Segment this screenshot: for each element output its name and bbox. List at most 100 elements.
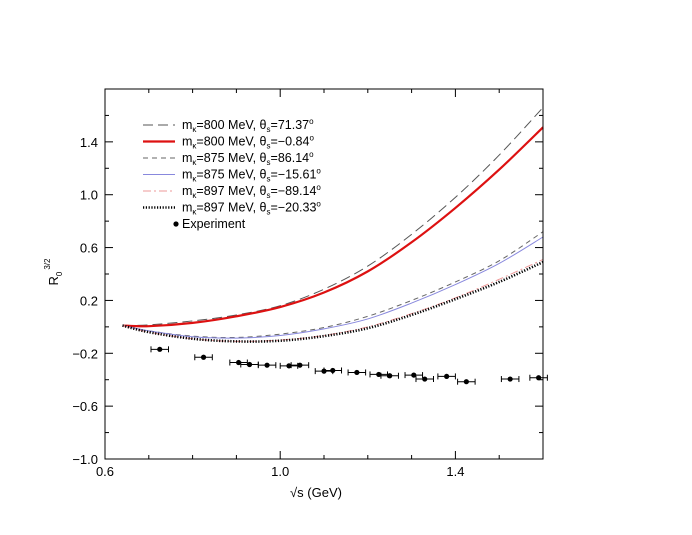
experiment-marker [376, 371, 382, 378]
experiment-point [457, 378, 476, 385]
legend-label-4: mκ=875 MeV, θs=−15.61o [182, 167, 321, 184]
experiment-point [380, 372, 399, 379]
y-tick-label: 1.4 [80, 135, 98, 150]
experiment-marker [286, 363, 292, 369]
legend-label-part: κ [192, 142, 197, 151]
legend-label-part: m [182, 201, 192, 215]
legend-label-part: m [182, 118, 192, 132]
experiment-marker [200, 354, 207, 360]
experiment-point [194, 354, 213, 361]
legend-label-1: mκ=800 MeV, θs=71.37o [182, 117, 314, 134]
legend-label-part: o [309, 117, 314, 126]
legend-label-part: κ [192, 208, 197, 217]
experiment-point [279, 362, 299, 369]
legend-label-part: m [182, 151, 192, 165]
experiment-point [415, 376, 434, 383]
series-line-4 [122, 236, 544, 339]
legend-swatch-experiment [173, 221, 179, 227]
experiment-marker [411, 372, 417, 378]
experiment-marker [536, 375, 542, 381]
experiment-point [529, 374, 548, 381]
legend-label-part: =800 MeV, θ [196, 135, 266, 149]
experiment-point [290, 362, 310, 369]
y-tick-label: 0.6 [80, 241, 98, 256]
y-axis-label: R03/2 [43, 258, 64, 286]
series-line-6 [122, 260, 544, 343]
axes: 0.6 1.0 1.4 −1.0 −0.6 −0.2 0.2 0.6 1.0 1.4 [72, 88, 544, 479]
legend-label-part: =800 MeV, θ [196, 118, 266, 132]
legend-label-part: κ [192, 175, 197, 184]
series-line-1 [122, 107, 544, 327]
legend-label-part: =875 MeV, θ [196, 168, 266, 182]
experiment-marker [463, 379, 469, 385]
experiment-marker [246, 361, 253, 368]
legend-label-part: =897 MeV, θ [196, 201, 266, 215]
experiment-point [347, 369, 367, 376]
y-axis-label-sup: 3/2 [43, 258, 52, 270]
x-tick-label: 0.6 [96, 464, 114, 479]
legend-label-part: o [316, 200, 321, 209]
legend-label-part: o [316, 183, 321, 192]
y-axis-label-base: R [46, 276, 61, 285]
experiment-marker [297, 362, 303, 368]
legend-label-part: s [267, 175, 271, 184]
experiment-points [150, 346, 548, 385]
legend-label-part: m [182, 135, 192, 149]
legend-label-part: s [267, 142, 271, 151]
legend-label-part: o [316, 167, 321, 176]
x-tick-label: 1.0 [271, 464, 289, 479]
legend-label-part: s [267, 125, 271, 134]
y-tick-label: 0.2 [80, 293, 98, 308]
legend-label-part: s [267, 158, 271, 167]
experiment-point [500, 376, 520, 383]
legend-label-part: m [182, 168, 192, 182]
legend-label-part: =897 MeV, θ [196, 184, 266, 198]
y-tick-label: 1.0 [80, 188, 98, 203]
legend-label-part: κ [192, 191, 197, 200]
experiment-marker [507, 376, 513, 382]
legend-label-part: o [309, 134, 314, 143]
x-tick-label: 1.4 [446, 464, 464, 479]
y-tick-label: −0.6 [72, 399, 98, 414]
legend-label-part: m [182, 184, 192, 198]
legend-label-part: =−15.61 [271, 168, 317, 182]
x-axis-label: √s (GeV) [290, 485, 342, 500]
experiment-marker [387, 373, 393, 379]
legend-label-part: κ [192, 125, 197, 134]
y-tick-label: −0.2 [72, 346, 98, 361]
legend-label-3: mκ=875 MeV, θs=86.14o [182, 150, 314, 167]
experiment-point [257, 362, 277, 369]
series-line-5 [122, 259, 544, 342]
experiment-marker [264, 362, 270, 368]
experiment-marker [354, 369, 360, 376]
experiment-marker [330, 367, 336, 374]
experiment-point [437, 373, 456, 380]
legend-label-part: =−20.33 [271, 201, 317, 215]
y-axis-label-sub: 0 [55, 271, 64, 276]
legend-label-part: =−0.84 [271, 135, 310, 149]
legend-label-part: s [267, 191, 271, 200]
experiment-marker [444, 373, 450, 380]
series-line-2 [122, 126, 544, 328]
legend-label-part: s [267, 208, 271, 217]
curves [122, 107, 544, 343]
experiment-point [323, 367, 343, 374]
experiment-marker [235, 359, 242, 366]
legend-label-part: =875 MeV, θ [196, 151, 266, 165]
legend-label-2: mκ=800 MeV, θs=−0.84o [182, 134, 314, 151]
legend-label-part: =71.37 [271, 118, 310, 132]
experiment-point [369, 371, 389, 378]
experiment-point [404, 372, 424, 379]
legend-label-part: κ [192, 158, 197, 167]
legend-label-part: o [309, 150, 314, 159]
legend-label-experiment: Experiment [182, 217, 246, 231]
legend-label-6: mκ=897 MeV, θs=−20.33o [182, 200, 321, 217]
legend-label-part: =−89.14 [271, 184, 317, 198]
experiment-marker [157, 346, 163, 352]
legend-label-5: mκ=897 MeV, θs=−89.14o [182, 183, 321, 200]
experiment-point [150, 346, 170, 353]
legend-label-part: =86.14 [271, 151, 310, 165]
y-tick-label: −1.0 [72, 452, 98, 467]
